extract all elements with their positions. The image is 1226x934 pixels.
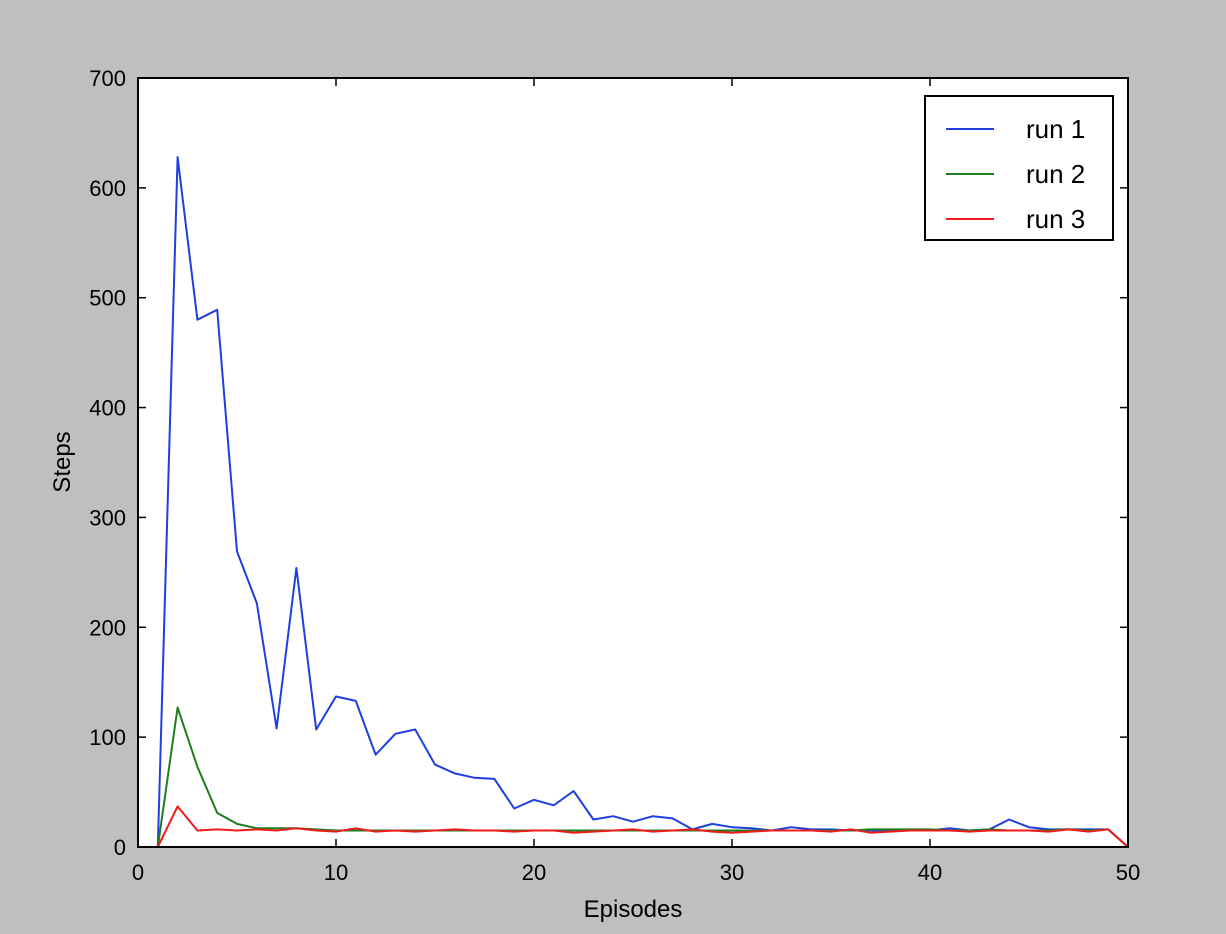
x-tick-labels: 0 10 20 30 40 50 [132,860,1140,885]
y-tick-labels: 0 100 200 300 400 500 600 700 [89,66,126,860]
y-tick-label: 700 [89,66,126,91]
legend: run 1 run 2 run 3 [924,95,1114,241]
x-tick-label: 20 [522,860,546,885]
y-axis-label: Steps [49,431,76,492]
y-tick-label: 100 [89,725,126,750]
plot-frame [137,77,1129,848]
legend-label-1: run 1 [1026,114,1085,144]
series-layer [156,156,1129,848]
legend-box [924,95,1114,241]
tick-layer [137,77,1129,848]
y-tick-label: 200 [89,615,126,640]
x-tick-label: 30 [720,860,744,885]
x-tick-label: 40 [918,860,942,885]
y-tick-label: 500 [89,286,126,311]
x-tick-label: 0 [132,860,144,885]
y-tick-label: 400 [89,396,126,421]
y-tick-label: 300 [89,505,126,530]
y-tick-label: 600 [89,176,126,201]
series-line-3 [156,805,1129,848]
legend-entries: run 1 run 2 run 3 [946,114,1085,234]
x-axis-label: Episodes [584,896,683,923]
y-tick-label: 0 [114,835,126,860]
x-tick-label: 10 [324,860,348,885]
x-tick-label: 50 [1116,860,1140,885]
legend-label-2: run 2 [1026,159,1085,189]
legend-label-3: run 3 [1026,204,1085,234]
